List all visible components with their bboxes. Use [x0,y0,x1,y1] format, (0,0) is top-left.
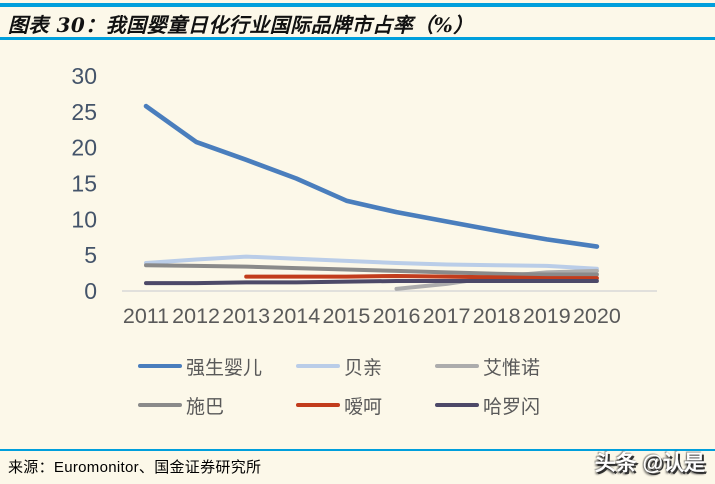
legend-label: 哈罗闪 [483,396,541,418]
chart-legend: 强生婴儿 贝亲 艾惟诺施巴 嗳呵 哈罗闪 [138,354,605,418]
x-tick-label: 2012 [172,304,220,328]
x-tick-label: 2011 [123,304,169,328]
market-share-line-chart: 30 25 20 15 10 5 0 2011 2012 2013 2014 2015 2016 2017… [0,55,715,347]
y-tick-label: 25 [71,99,97,125]
legend-item-1: 强生婴儿 [138,354,296,379]
legend-label: 嗳呵 [344,396,383,418]
y-tick-label: 30 [71,63,97,89]
legend-swatch [296,363,340,369]
y-tick-label: 0 [84,278,97,304]
series-line-1 [143,103,600,249]
legend-item-2: 贝亲 [296,354,435,379]
x-tick-label: 2020 [573,304,621,328]
y-tick-label: 20 [71,135,97,161]
legend-item-6: 哈罗闪 [435,393,605,418]
legend-label: 贝亲 [344,357,383,379]
series-line-5 [244,273,599,281]
legend-item-4: 施巴 [138,393,296,418]
title-bottom-rule [0,37,715,40]
x-tick-label: 2017 [423,304,471,328]
legend-swatch [435,402,479,408]
legend-label: 艾惟诺 [483,357,541,379]
source-note: 来源：Euromonitor、国金证券研究所 [8,459,262,476]
legend-label: 施巴 [186,396,225,418]
x-tick-label: 2013 [222,304,270,328]
footer-rule [0,449,715,451]
watermark: 头条 @认是 [594,452,705,475]
legend-swatch [296,402,340,408]
y-tick-label: 15 [71,170,97,196]
series-line-6 [144,278,599,286]
series-line-4 [144,263,599,277]
legend-item-3: 艾惟诺 [435,354,605,379]
x-tick-label: 2016 [373,304,421,328]
x-tick-label: 2019 [523,304,571,328]
y-tick-label: 10 [71,206,97,232]
x-tick-label: 2014 [272,304,320,328]
legend-swatch [138,402,182,408]
legend-item-5: 嗳呵 [296,393,435,418]
figure-title: 图表 30：我国婴童日化行业国际品牌市占率（%） [8,13,474,37]
legend-label: 强生婴儿 [186,357,263,379]
title-top-rule [0,3,715,7]
legend-swatch [435,363,479,369]
x-tick-label: 2015 [322,304,370,328]
series-line-2 [144,254,599,271]
legend-swatch [138,363,182,369]
x-tick-label: 2018 [473,304,521,328]
y-tick-label: 5 [84,242,97,268]
